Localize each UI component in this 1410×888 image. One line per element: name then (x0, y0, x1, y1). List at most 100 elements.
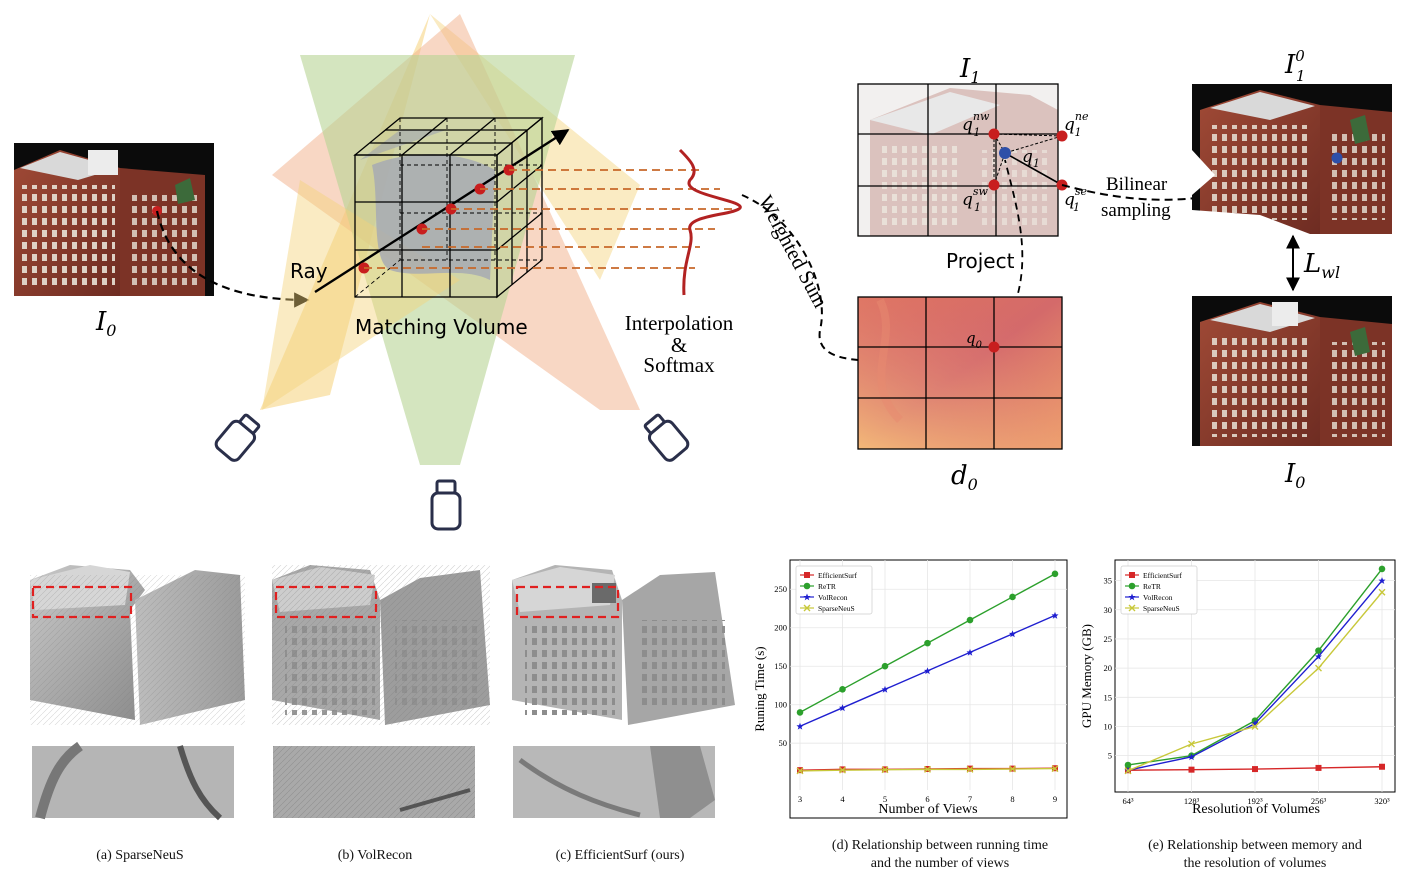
label-i0-left: I0 (95, 307, 116, 340)
chart-running-time: 3 4 5 6 7 8 9 50 100 150 200 250 EfficientSurf ReTR V… (752, 559, 1068, 819)
y-tick-label: 200 (774, 623, 787, 633)
sparseneus-highlight-box (31, 585, 133, 619)
zoom-sparseneus (32, 741, 234, 821)
chart-d-ylabel: Runing Time (s) (752, 646, 767, 731)
chart-gpu-memory: 64³ 128³ 192³ 256³ 320³ 5 10 15 20 25 30 35 Efficie… (1079, 559, 1396, 817)
caption-d: (d) Relationship between running time an… (790, 837, 1090, 873)
legend-label: VolRecon (1143, 593, 1173, 602)
ray-line (314, 128, 570, 294)
bilinear-neighbors (988, 128, 1068, 191)
x-tick-label: 6 (925, 794, 929, 804)
data-point-retr (924, 639, 931, 647)
data-point-volrecon (839, 704, 846, 712)
label-ray: Ray (290, 259, 328, 283)
warped-image-i1-0 (1192, 84, 1392, 234)
legend-marker (803, 604, 811, 612)
zoom-efficientsurf (513, 746, 715, 818)
data-point-volrecon (881, 685, 889, 693)
legend-label: ReTR (1143, 582, 1161, 591)
data-point-sparseneus (1251, 722, 1259, 730)
interpolation-lines (364, 169, 740, 269)
data-point-retr (1009, 593, 1016, 601)
label-sampling: sampling (1101, 200, 1171, 221)
x-tick-label: 9 (1053, 794, 1057, 804)
data-point-retr (966, 616, 974, 624)
y-tick-label: 10 (1104, 721, 1113, 731)
data-point-retr (796, 709, 804, 716)
label-q1-nw: qnw 1 (962, 110, 990, 139)
d0-grid (857, 296, 1063, 450)
label-weighted-sum: Weighted Sum (754, 191, 833, 312)
data-point-sparseneus (1188, 740, 1195, 748)
legend-label: VolRecon (818, 593, 848, 602)
legend-marker (1128, 604, 1136, 612)
data-point-volrecon (796, 722, 804, 730)
caption-c: (c) EfficientSurf (ours) (555, 848, 685, 863)
legend-marker (803, 593, 811, 601)
data-point-retr (1315, 647, 1322, 654)
data-point-retr (1378, 565, 1386, 573)
y-tick-label: 150 (774, 661, 787, 671)
recon-efficientsurf (512, 565, 735, 725)
label-i0-right: I0 (1284, 459, 1305, 492)
legend-label: SparseNeuS (1143, 604, 1180, 613)
y-tick-label: 100 (774, 700, 787, 710)
data-point-retr (881, 662, 889, 670)
data-point-volrecon (1188, 753, 1195, 761)
legend-label: EfficientSurf (818, 571, 858, 580)
y-tick-label: 30 (1104, 605, 1113, 615)
y-tick-label: 250 (774, 584, 787, 594)
data-point-volrecon (924, 667, 931, 675)
zoom-volrecon (273, 746, 475, 818)
data-point-efficientsurf (1252, 766, 1258, 773)
legend-label: SparseNeuS (818, 604, 855, 613)
label-bilinear: Bilinear (1106, 174, 1168, 195)
x-tick-label: 128³ (1184, 796, 1200, 806)
bilinear-path (1061, 167, 1301, 201)
label-d0: d0 (951, 461, 978, 494)
label-matching-volume: Matching Volume (355, 315, 528, 339)
label-i1-0: I0 1 (1284, 47, 1305, 85)
chart-e-xlabel: Resolution of Volumes (1192, 802, 1320, 817)
camera-icon (214, 413, 261, 462)
label-ampersand: & (671, 333, 687, 357)
legend-marker (1128, 582, 1136, 590)
x-tick-label: 320³ (1374, 796, 1390, 806)
data-point-sparseneus (924, 765, 931, 773)
caption-e-line1: (e) Relationship between memory and (1148, 838, 1362, 853)
legend-box (1120, 565, 1198, 615)
caption-a: (a) SparseNeuS (96, 848, 184, 863)
legend-marker (804, 572, 810, 578)
label-interpolation: Interpolation (625, 311, 734, 335)
x-tick-label: 4 (840, 794, 845, 804)
i1-grid (857, 83, 1059, 237)
q0-point (988, 341, 1000, 353)
x-tick-label: 8 (1010, 794, 1014, 804)
data-point-sparseneus (966, 765, 974, 773)
label-softmax: Softmax (643, 353, 715, 377)
data-point-retr (839, 686, 846, 693)
data-point-retr (1051, 570, 1059, 578)
chart-e-ylabel: GPU Memory (GB) (1079, 624, 1094, 728)
camera-icon (430, 479, 462, 531)
data-point-sparseneus (1124, 767, 1132, 775)
data-point-efficientsurf (1188, 766, 1195, 773)
warped-q1-point (1331, 152, 1343, 164)
data-point-retr (1124, 761, 1132, 769)
data-point-sparseneus (1009, 765, 1016, 773)
data-point-volrecon (966, 648, 974, 656)
recon-volrecon (272, 565, 490, 725)
x-tick-label: 64³ (1122, 796, 1134, 806)
data-point-volrecon (1051, 611, 1059, 619)
data-point-sparseneus (1051, 765, 1059, 773)
legend-label: ReTR (818, 582, 836, 591)
ray-sample-points (358, 164, 515, 274)
data-point-volrecon (1315, 652, 1322, 660)
legend-box (795, 565, 873, 615)
x-tick-label: 256³ (1311, 796, 1327, 806)
depth-map-d0 (858, 297, 1062, 449)
legend-marker (1128, 593, 1136, 601)
legend-marker (803, 582, 811, 590)
input-image-i0 (14, 143, 214, 296)
